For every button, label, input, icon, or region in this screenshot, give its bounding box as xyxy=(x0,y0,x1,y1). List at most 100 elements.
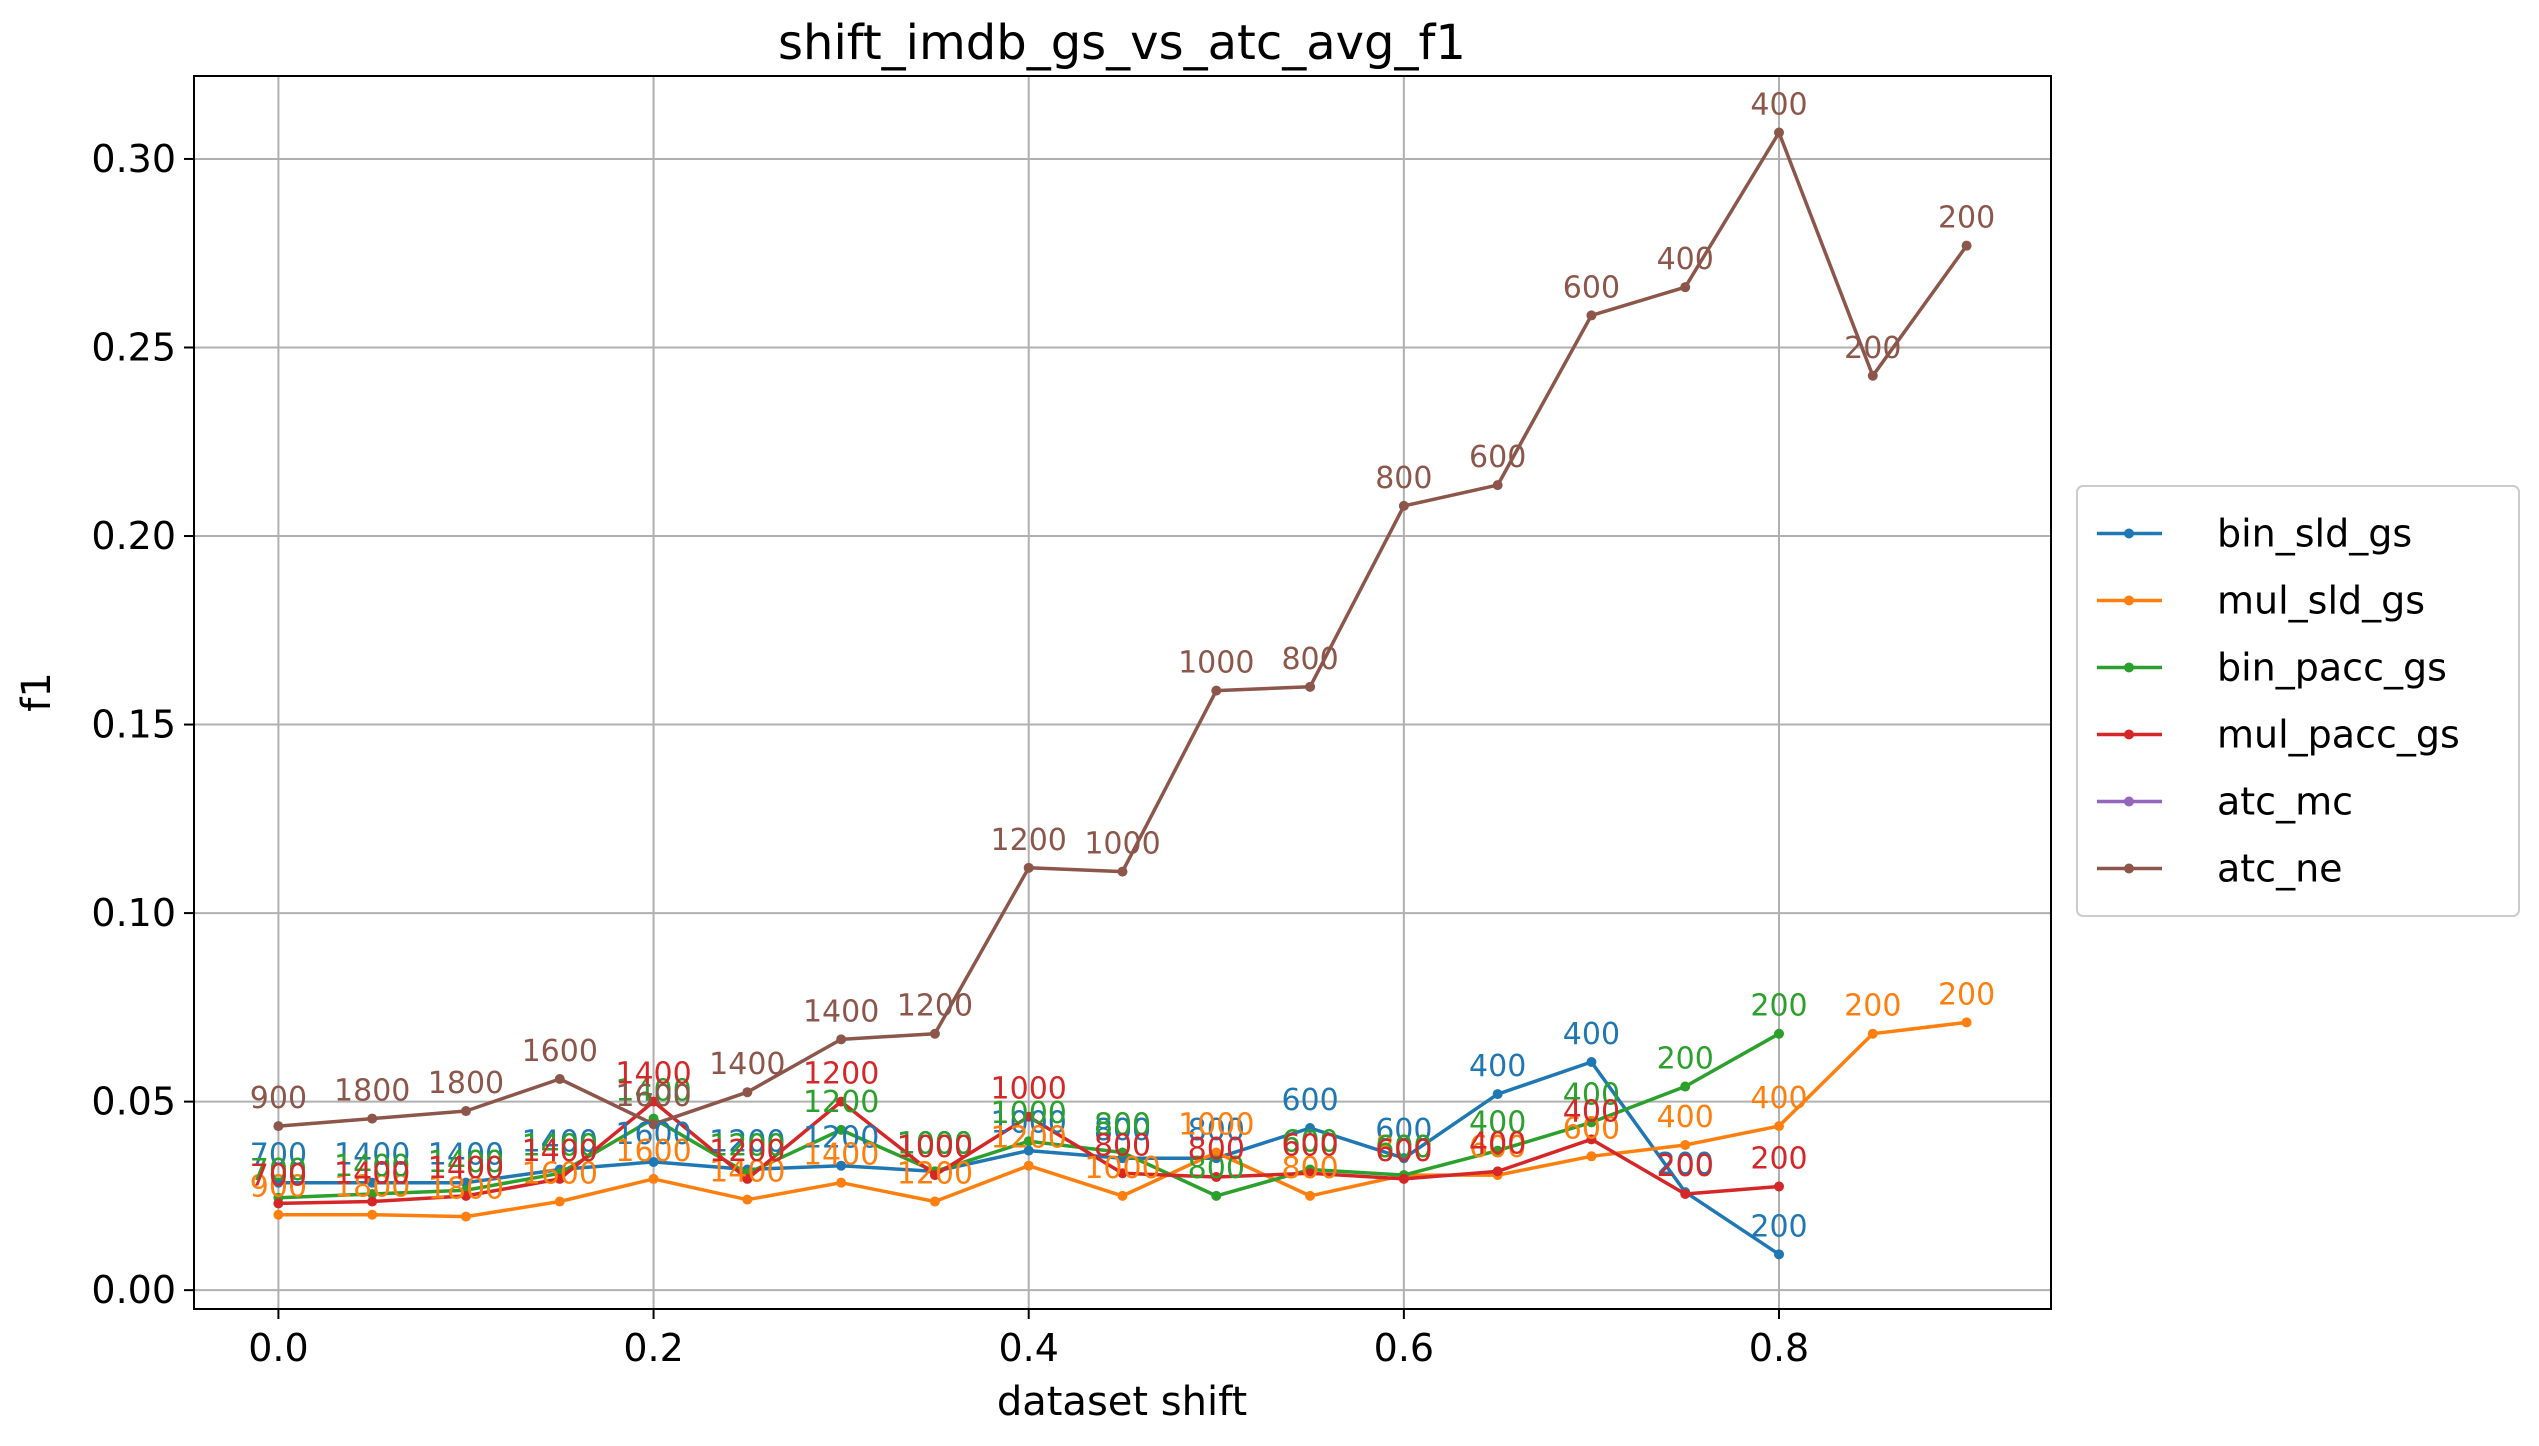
data-label-bin_pacc_gs: 1400 xyxy=(334,1149,410,1184)
data-point-mul_sld_gs xyxy=(1305,1190,1316,1201)
data-point-mul_sld_gs xyxy=(554,1196,565,1207)
data-label-atc_ne: 1600 xyxy=(522,1034,598,1069)
legend-label: atc_ne xyxy=(2217,847,2343,891)
data-label-bin_pacc_gs: 600 xyxy=(1281,1124,1338,1159)
y-tick-label: 0.00 xyxy=(91,1268,176,1312)
data-point-atc_ne xyxy=(1961,240,1972,251)
data-label-mul_sld_gs: 600 xyxy=(1469,1130,1526,1165)
data-point-mul_pacc_gs xyxy=(1492,1166,1503,1177)
data-label-bin_pacc_gs: 1000 xyxy=(991,1096,1067,1131)
data-point-atc_ne xyxy=(554,1073,565,1084)
data-label-atc_ne: 1400 xyxy=(803,994,879,1029)
data-point-atc_ne xyxy=(367,1113,378,1124)
data-label-mul_sld_gs: 1000 xyxy=(1178,1108,1254,1143)
data-label-bin_sld_gs: 1400 xyxy=(428,1138,504,1173)
data-point-mul_sld_gs xyxy=(1211,1147,1222,1158)
data-label-atc_ne: 1200 xyxy=(897,989,973,1024)
data-point-atc_ne xyxy=(742,1087,753,1098)
legend-item-bin_sld_gs: bin_sld_gs xyxy=(2097,512,2412,556)
data-label-mul_sld_gs: 1600 xyxy=(522,1157,598,1192)
y-tick-label: 0.05 xyxy=(91,1080,176,1124)
data-point-atc_ne xyxy=(1023,862,1034,873)
data-point-mul_sld_gs xyxy=(1961,1017,1972,1028)
data-label-atc_ne: 1200 xyxy=(991,823,1067,858)
data-label-bin_sld_gs: 1600 xyxy=(615,1117,691,1152)
data-label-mul_sld_gs: 1400 xyxy=(709,1155,785,1190)
data-label-bin_pacc_gs: 1000 xyxy=(897,1126,973,1161)
data-point-mul_sld_gs xyxy=(1867,1028,1878,1039)
data-label-mul_sld_gs: 800 xyxy=(1281,1151,1338,1186)
data-point-mul_pacc_gs xyxy=(1211,1172,1222,1183)
data-point-atc_ne xyxy=(1117,866,1128,877)
data-point-mul_sld_gs xyxy=(1023,1160,1034,1171)
x-axis-title: dataset shift xyxy=(997,1379,1247,1425)
plot-frame xyxy=(193,75,2052,1310)
x-tick-label: 0.8 xyxy=(1749,1326,1809,1370)
data-label-atc_ne: 1000 xyxy=(1178,646,1254,681)
y-axis: 0.00 0.05 0.10 0.15 0.20 0.25 0.30 xyxy=(91,137,194,1312)
legend-item-bin_pacc_gs: bin_pacc_gs xyxy=(2097,646,2447,690)
data-label-mul_sld_gs: 200 xyxy=(1938,977,1995,1012)
data-point-bin_sld_gs xyxy=(1398,1153,1409,1164)
data-point-mul_sld_gs xyxy=(742,1194,753,1205)
legend-label: mul_pacc_gs xyxy=(2217,713,2460,757)
data-point-mul_pacc_gs xyxy=(742,1173,753,1184)
y-tick-label: 0.25 xyxy=(91,325,176,369)
data-label-mul_pacc_gs: 1200 xyxy=(709,1134,785,1169)
data-label-mul_pacc_gs: 1000 xyxy=(991,1072,1067,1107)
legend-item-atc_mc: atc_mc xyxy=(2097,780,2353,824)
legend-swatch-marker xyxy=(2124,595,2134,606)
data-label-mul_sld_gs: 200 xyxy=(1844,989,1901,1024)
data-point-bin_sld_gs xyxy=(648,1156,659,1167)
data-label-bin_pacc_gs: 600 xyxy=(1375,1130,1432,1165)
data-point-bin_pacc_gs xyxy=(1586,1117,1597,1128)
data-label-atc_ne: 1800 xyxy=(428,1066,504,1101)
y-tick-label: 0.15 xyxy=(91,703,176,747)
series-atc_ne xyxy=(273,127,1972,1132)
data-point-atc_ne xyxy=(1492,480,1503,491)
data-point-atc_ne xyxy=(1774,127,1785,138)
data-point-bin_sld_gs xyxy=(1774,1249,1785,1260)
data-point-bin_sld_gs xyxy=(273,1177,284,1188)
data-label-mul_sld_gs: 600 xyxy=(1563,1111,1620,1146)
data-label-mul_pacc_gs: 400 xyxy=(1563,1094,1620,1129)
data-label-bin_pacc_gs: 800 xyxy=(1188,1151,1245,1186)
data-label-bin_sld_gs: 1000 xyxy=(897,1126,973,1161)
data-label-mul_sld_gs: 1800 xyxy=(334,1170,410,1205)
data-label-mul_pacc_gs: 800 xyxy=(1188,1132,1245,1167)
data-label-bin_sld_gs: 400 xyxy=(1469,1049,1526,1084)
chart-title: shift_imdb_gs_vs_atc_avg_f1 xyxy=(778,15,1466,71)
data-label-atc_ne: 600 xyxy=(1469,440,1526,475)
data-label-bin_pacc_gs: 400 xyxy=(1469,1106,1526,1141)
grid-lines xyxy=(194,76,2051,1309)
x-axis: 0.0 0.2 0.4 0.6 0.8 xyxy=(248,1309,1809,1370)
data-point-bin_pacc_gs xyxy=(1492,1145,1503,1156)
x-tick-label: 0.2 xyxy=(623,1326,683,1370)
series-layer xyxy=(273,127,1972,1260)
data-label-mul_pacc_gs: 600 xyxy=(1375,1134,1432,1169)
data-label-mul_pacc_gs: 200 xyxy=(1750,1141,1807,1176)
data-point-mul_pacc_gs xyxy=(929,1170,940,1181)
data-label-bin_pacc_gs: 800 xyxy=(1094,1108,1151,1143)
data-point-atc_ne xyxy=(1398,500,1409,511)
data-label-bin_pacc_gs: 700 xyxy=(250,1153,307,1188)
legend-label: mul_sld_gs xyxy=(2217,579,2425,623)
data-label-mul_sld_gs: 400 xyxy=(1657,1100,1714,1135)
legend-label: atc_mc xyxy=(2217,780,2353,824)
data-point-bin_pacc_gs xyxy=(1774,1028,1785,1039)
legend: bin_sld_gs mul_sld_gs bin_pacc_gs mul_pacc_… xyxy=(2076,485,2520,917)
data-label-bin_sld_gs: 800 xyxy=(1188,1113,1245,1148)
x-tick-label: 0.0 xyxy=(248,1326,308,1370)
data-label-bin_pacc_gs: 1200 xyxy=(709,1128,785,1163)
data-point-mul_pacc_gs xyxy=(1680,1188,1691,1199)
data-point-mul_sld_gs xyxy=(1774,1121,1785,1132)
data-point-bin_sld_gs xyxy=(367,1177,378,1188)
data-point-mul_sld_gs xyxy=(836,1177,847,1188)
data-point-mul_sld_gs xyxy=(1680,1139,1691,1150)
data-label-atc_ne: 600 xyxy=(1563,270,1620,305)
data-point-mul_pacc_gs xyxy=(1117,1168,1128,1179)
data-point-atc_ne xyxy=(460,1106,471,1117)
y-tick-label: 0.20 xyxy=(91,514,176,558)
data-point-atc_ne xyxy=(1211,685,1222,696)
data-label-mul_pacc_gs: 200 xyxy=(1657,1149,1714,1184)
